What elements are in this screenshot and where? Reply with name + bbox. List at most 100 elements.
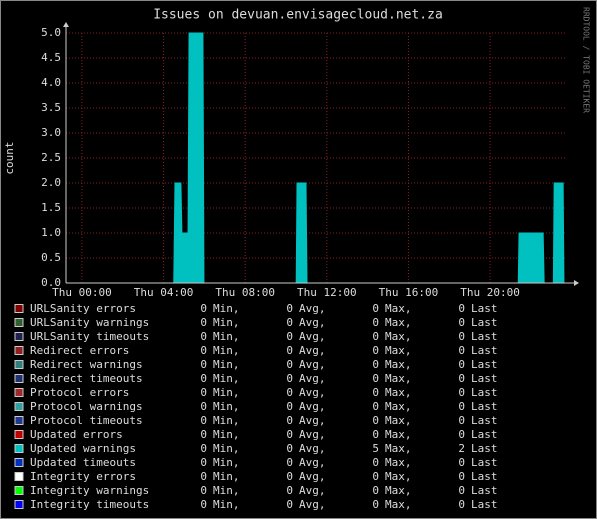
legend-stat: 0 xyxy=(286,470,293,483)
legend-stat: 2 xyxy=(458,442,465,455)
legend-stat: 0 xyxy=(372,316,379,329)
legend-label: URLSanity warnings xyxy=(30,316,149,329)
legend-stat-label: Min, xyxy=(213,386,240,399)
y-tick-label: 5.0 xyxy=(41,26,61,39)
legend-stat: 0 xyxy=(458,414,465,427)
legend-stat-label: Last xyxy=(471,400,498,413)
legend-stat-label: Last xyxy=(471,442,498,455)
legend-stat-label: Last xyxy=(471,358,498,371)
legend-stat-label: Avg, xyxy=(299,372,326,385)
legend-stat: 0 xyxy=(372,386,379,399)
legend-stat-label: Min, xyxy=(213,414,240,427)
legend-label: URLSanity timeouts xyxy=(30,330,149,343)
legend-stat: 0 xyxy=(372,400,379,413)
legend-stat: 0 xyxy=(372,456,379,469)
legend-stat-label: Last xyxy=(471,456,498,469)
legend-stat-label: Avg, xyxy=(299,316,326,329)
legend-stat: 0 xyxy=(286,498,293,511)
legend-label: Updated errors xyxy=(30,428,123,441)
legend-stat: 0 xyxy=(200,498,207,511)
legend-stat: 0 xyxy=(200,316,207,329)
legend-swatch xyxy=(14,318,24,327)
watermark: RRDTOOL / TOBI OETIKER xyxy=(582,7,591,113)
legend-stat: 0 xyxy=(372,302,379,315)
legend-stat-label: Min, xyxy=(213,484,240,497)
legend-stat: 0 xyxy=(200,442,207,455)
legend-stat-label: Last xyxy=(471,372,498,385)
legend-stat: 0 xyxy=(286,330,293,343)
legend-stat-label: Last xyxy=(471,316,498,329)
x-tick-label: Thu 04:00 xyxy=(134,286,194,299)
legend-stat: 0 xyxy=(286,358,293,371)
legend-stat-label: Min, xyxy=(213,344,240,357)
legend-stat: 0 xyxy=(286,456,293,469)
legend-stat: 0 xyxy=(458,428,465,441)
legend-stat: 0 xyxy=(458,484,465,497)
legend-swatch xyxy=(14,388,24,397)
legend-stat: 0 xyxy=(372,498,379,511)
legend-stat-label: Last xyxy=(471,428,498,441)
legend-stat-label: Min, xyxy=(213,358,240,371)
legend-stat-label: Avg, xyxy=(299,358,326,371)
legend-stat-label: Max, xyxy=(385,470,412,483)
legend-stat: 0 xyxy=(286,386,293,399)
area xyxy=(66,32,565,284)
legend-stat: 0 xyxy=(372,414,379,427)
legend-stat-label: Min, xyxy=(213,470,240,483)
legend-stat: 0 xyxy=(458,400,465,413)
legend-stat-label: Max, xyxy=(385,330,412,343)
legend-stat-label: Max, xyxy=(385,386,412,399)
legend-stat: 0 xyxy=(372,344,379,357)
y-tick-label: 1.5 xyxy=(41,201,61,214)
legend-stat: 0 xyxy=(286,372,293,385)
x-tick-label: Thu 16:00 xyxy=(379,286,439,299)
legend-stat-label: Avg, xyxy=(299,400,326,413)
y-tick-label: 0.0 xyxy=(41,276,61,289)
legend-stat: 0 xyxy=(200,414,207,427)
legend-swatch xyxy=(14,304,24,313)
legend-stat-label: Min, xyxy=(213,456,240,469)
x-tick-label: Thu 12:00 xyxy=(297,286,357,299)
x-tick-label: Thu 00:00 xyxy=(52,286,112,299)
y-tick-label: 2.5 xyxy=(41,151,61,164)
chart-title: Issues on devuan.envisagecloud.net.za xyxy=(153,8,443,23)
legend-stat-label: Min, xyxy=(213,316,240,329)
legend-stat: 0 xyxy=(458,344,465,357)
legend-swatch xyxy=(14,500,24,509)
legend-label: Protocol timeouts xyxy=(30,414,143,427)
y-tick-label: 3.0 xyxy=(41,126,61,139)
legend-stat-label: Min, xyxy=(213,498,240,511)
legend-label: Integrity timeouts xyxy=(30,498,149,511)
legend-stat: 0 xyxy=(200,358,207,371)
legend-label: Redirect errors xyxy=(30,344,129,357)
legend-stat-label: Last xyxy=(471,484,498,497)
legend-stat: 0 xyxy=(372,372,379,385)
legend-stat: 0 xyxy=(200,386,207,399)
legend-stat-label: Max, xyxy=(385,344,412,357)
legend-stat: 5 xyxy=(372,442,379,455)
legend-stat-label: Min, xyxy=(213,428,240,441)
legend-label: Protocol warnings xyxy=(30,400,143,413)
legend-label: Integrity errors xyxy=(30,470,136,483)
legend-stat: 0 xyxy=(200,372,207,385)
legend-stat: 0 xyxy=(286,484,293,497)
legend-stat: 0 xyxy=(200,302,207,315)
legend-swatch xyxy=(14,416,24,425)
legend-stat-label: Max, xyxy=(385,302,412,315)
legend-stat-label: Min, xyxy=(213,442,240,455)
legend-stat: 0 xyxy=(372,484,379,497)
legend-stat: 0 xyxy=(458,498,465,511)
y-tick-label: 4.0 xyxy=(41,76,61,89)
legend-stat-label: Max, xyxy=(385,358,412,371)
x-axis-arrow xyxy=(574,280,579,286)
legend-swatch xyxy=(14,486,24,495)
legend-stat-label: Avg, xyxy=(299,414,326,427)
legend-stat: 0 xyxy=(458,456,465,469)
legend-stat: 0 xyxy=(200,330,207,343)
legend-swatch xyxy=(14,360,24,369)
legend-swatch xyxy=(14,374,24,383)
legend-label: Updated warnings xyxy=(30,442,136,455)
legend-stat: 0 xyxy=(286,344,293,357)
legend-label: Integrity warnings xyxy=(30,484,149,497)
